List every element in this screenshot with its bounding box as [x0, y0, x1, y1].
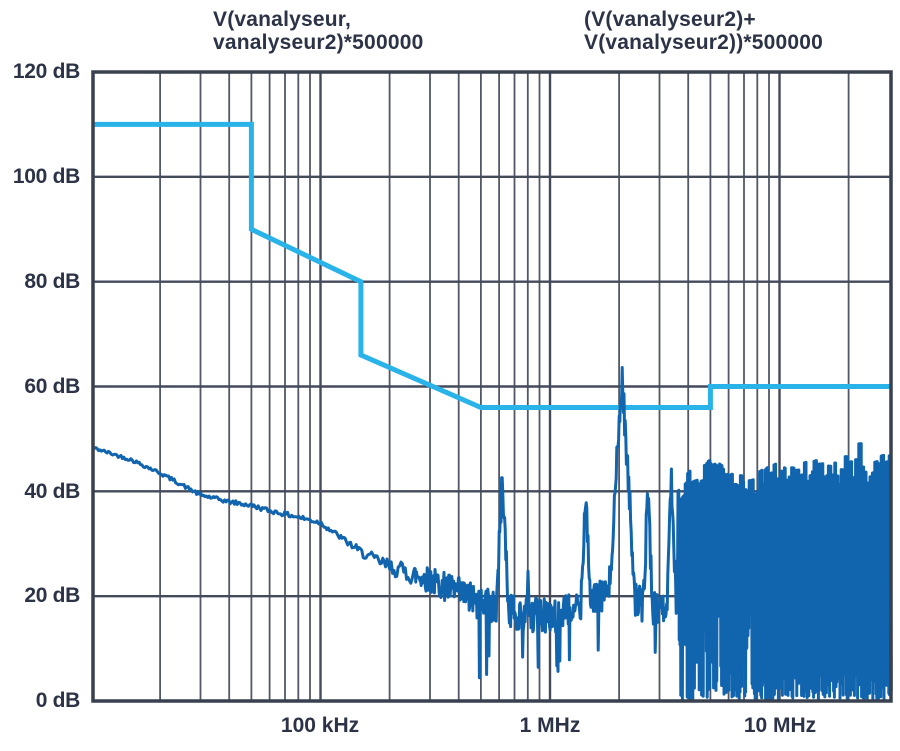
- y-tick-label-60db: 60 dB: [24, 375, 80, 398]
- y-tick-label-40db: 40 dB: [24, 480, 80, 503]
- trace1-title: V(vanalyseur, vanalyseur2)*500000: [213, 8, 423, 54]
- y-tick-label-100db: 100 dB: [12, 165, 80, 188]
- x-tick-label-10mhz: 10 MHz: [743, 714, 817, 737]
- y-tick-label-120db: 120 dB: [12, 60, 80, 83]
- x-tick-label-1mhz: 1 MHz: [519, 714, 581, 737]
- trace1-title-line2: vanalyseur2)*500000: [213, 31, 424, 54]
- trace1-title-line1: V(vanalyseur,: [213, 8, 352, 31]
- x-tick-label-100khz: 100 kHz: [280, 714, 360, 737]
- y-tick-label-0db: 0 dB: [35, 689, 81, 712]
- y-tick-label-20db: 20 dB: [24, 584, 80, 607]
- trace2-title-line1: (V(vanalyseur2)+: [584, 8, 756, 31]
- trace2-title: (V(vanalyseur2)+ V(vanalyseur2))*500000: [584, 8, 823, 54]
- y-tick-label-80db: 80 dB: [24, 270, 80, 293]
- trace2-title-line2: V(vanalyseur2))*500000: [584, 31, 824, 54]
